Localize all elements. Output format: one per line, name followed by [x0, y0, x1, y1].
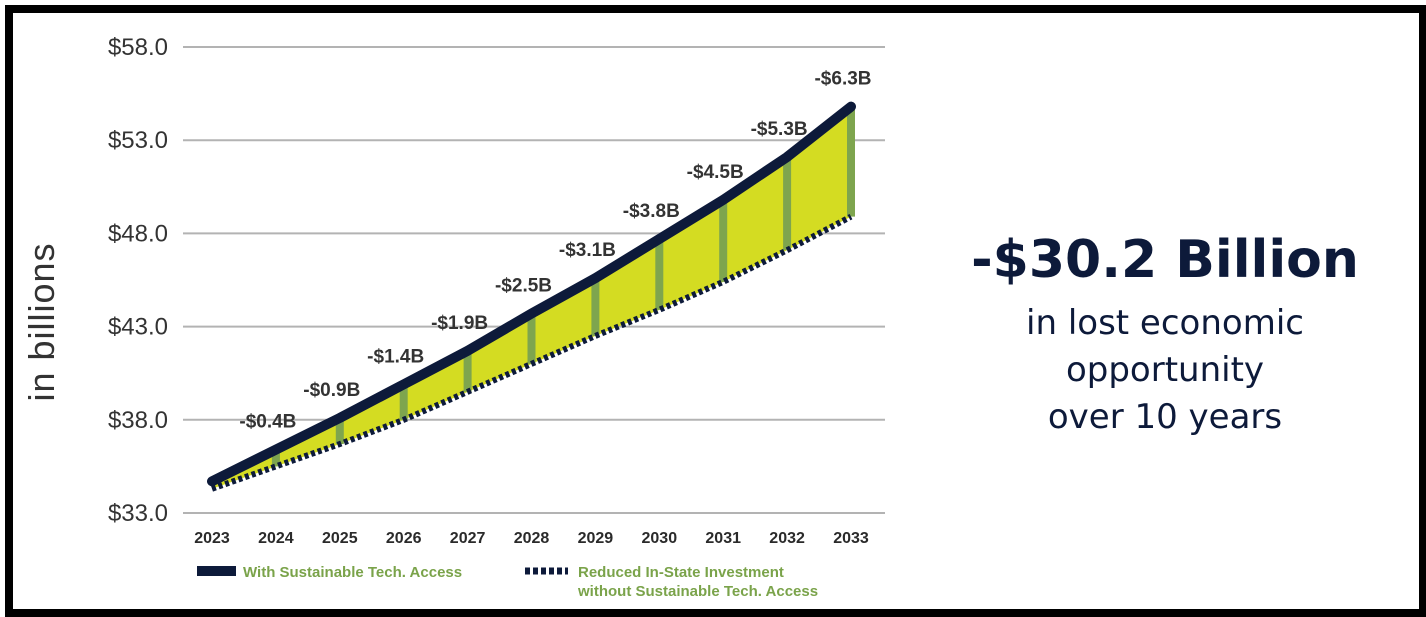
legend-label-reduced-line-2: without Sustainable Tech. Access	[577, 583, 818, 600]
series-line-reduced	[211, 213, 853, 492]
y-tick-label: $38.0	[108, 407, 168, 434]
summary-line-3: over 10 years	[1047, 397, 1283, 437]
gridlines	[183, 46, 885, 514]
y-tick-label: $48.0	[108, 220, 168, 247]
y-tick-label: $43.0	[108, 314, 168, 341]
data-label: -$3.1B	[559, 240, 616, 261]
legend-label-reduced-line-1: Reduced In-State Investment	[578, 564, 784, 581]
gap-bars	[271, 106, 855, 467]
x-tick-label: 2028	[514, 530, 550, 547]
summary-headline: -$30.2 Billion	[971, 230, 1359, 290]
gap-bar	[591, 278, 600, 336]
summary-callout: -$30.2 Billion in lost economic opportun…	[930, 220, 1400, 441]
gap-bar	[655, 238, 664, 310]
data-label: -$5.3B	[751, 119, 808, 140]
data-label: -$1.4B	[367, 346, 424, 367]
gap-bar	[783, 156, 792, 251]
y-tick-label: $33.0	[108, 500, 168, 527]
x-tick-label: 2032	[769, 530, 805, 547]
gap-bar	[527, 313, 536, 364]
data-label: -$0.9B	[303, 380, 360, 401]
x-tick-label: 2029	[578, 530, 614, 547]
gap-bar	[399, 384, 408, 420]
gap-bar	[335, 417, 344, 445]
data-label: -$2.5B	[495, 276, 552, 297]
summary-line-2: opportunity	[1065, 350, 1265, 390]
x-axis-ticks: 2023 2024 2025 2026 2027 2028 2029 2030 2031 2032…	[194, 530, 869, 547]
x-tick-label: 2023	[194, 530, 230, 547]
x-tick-label: 2033	[833, 530, 869, 547]
summary-line-1: in lost economic	[1026, 303, 1304, 343]
data-labels: -$0.4B -$0.9B -$1.4B -$1.9B -$2.5B -$3.1B -$3.…	[239, 69, 871, 433]
series-lines	[207, 101, 856, 492]
data-label: -$6.3B	[814, 69, 871, 90]
data-label: -$4.5B	[687, 162, 744, 183]
series-line-with-access	[207, 101, 856, 487]
x-tick-label: 2030	[642, 530, 678, 547]
data-label: -$3.8B	[623, 201, 680, 222]
data-label: -$0.4B	[239, 412, 296, 433]
legend-label-with-access: With Sustainable Tech. Access	[243, 564, 462, 581]
y-axis-ticks: $33.0 $38.0 $43.0 $48.0 $53.0 $58.0	[108, 34, 168, 527]
gap-bar	[271, 449, 280, 467]
legend: With Sustainable Tech. Access Reduced In-…	[197, 564, 818, 600]
x-tick-label: 2027	[450, 530, 486, 547]
data-label: -$1.9B	[431, 313, 488, 334]
x-tick-label: 2025	[322, 530, 358, 547]
x-tick-label: 2031	[705, 530, 741, 547]
chart-frame	[5, 5, 1426, 617]
gap-bar	[719, 199, 728, 282]
y-tick-label: $53.0	[108, 127, 168, 154]
x-tick-label: 2024	[258, 530, 294, 547]
gap-bar	[847, 106, 855, 217]
y-tick-label: $58.0	[108, 34, 168, 61]
x-tick-label: 2026	[386, 530, 422, 547]
gap-bar	[463, 350, 472, 392]
